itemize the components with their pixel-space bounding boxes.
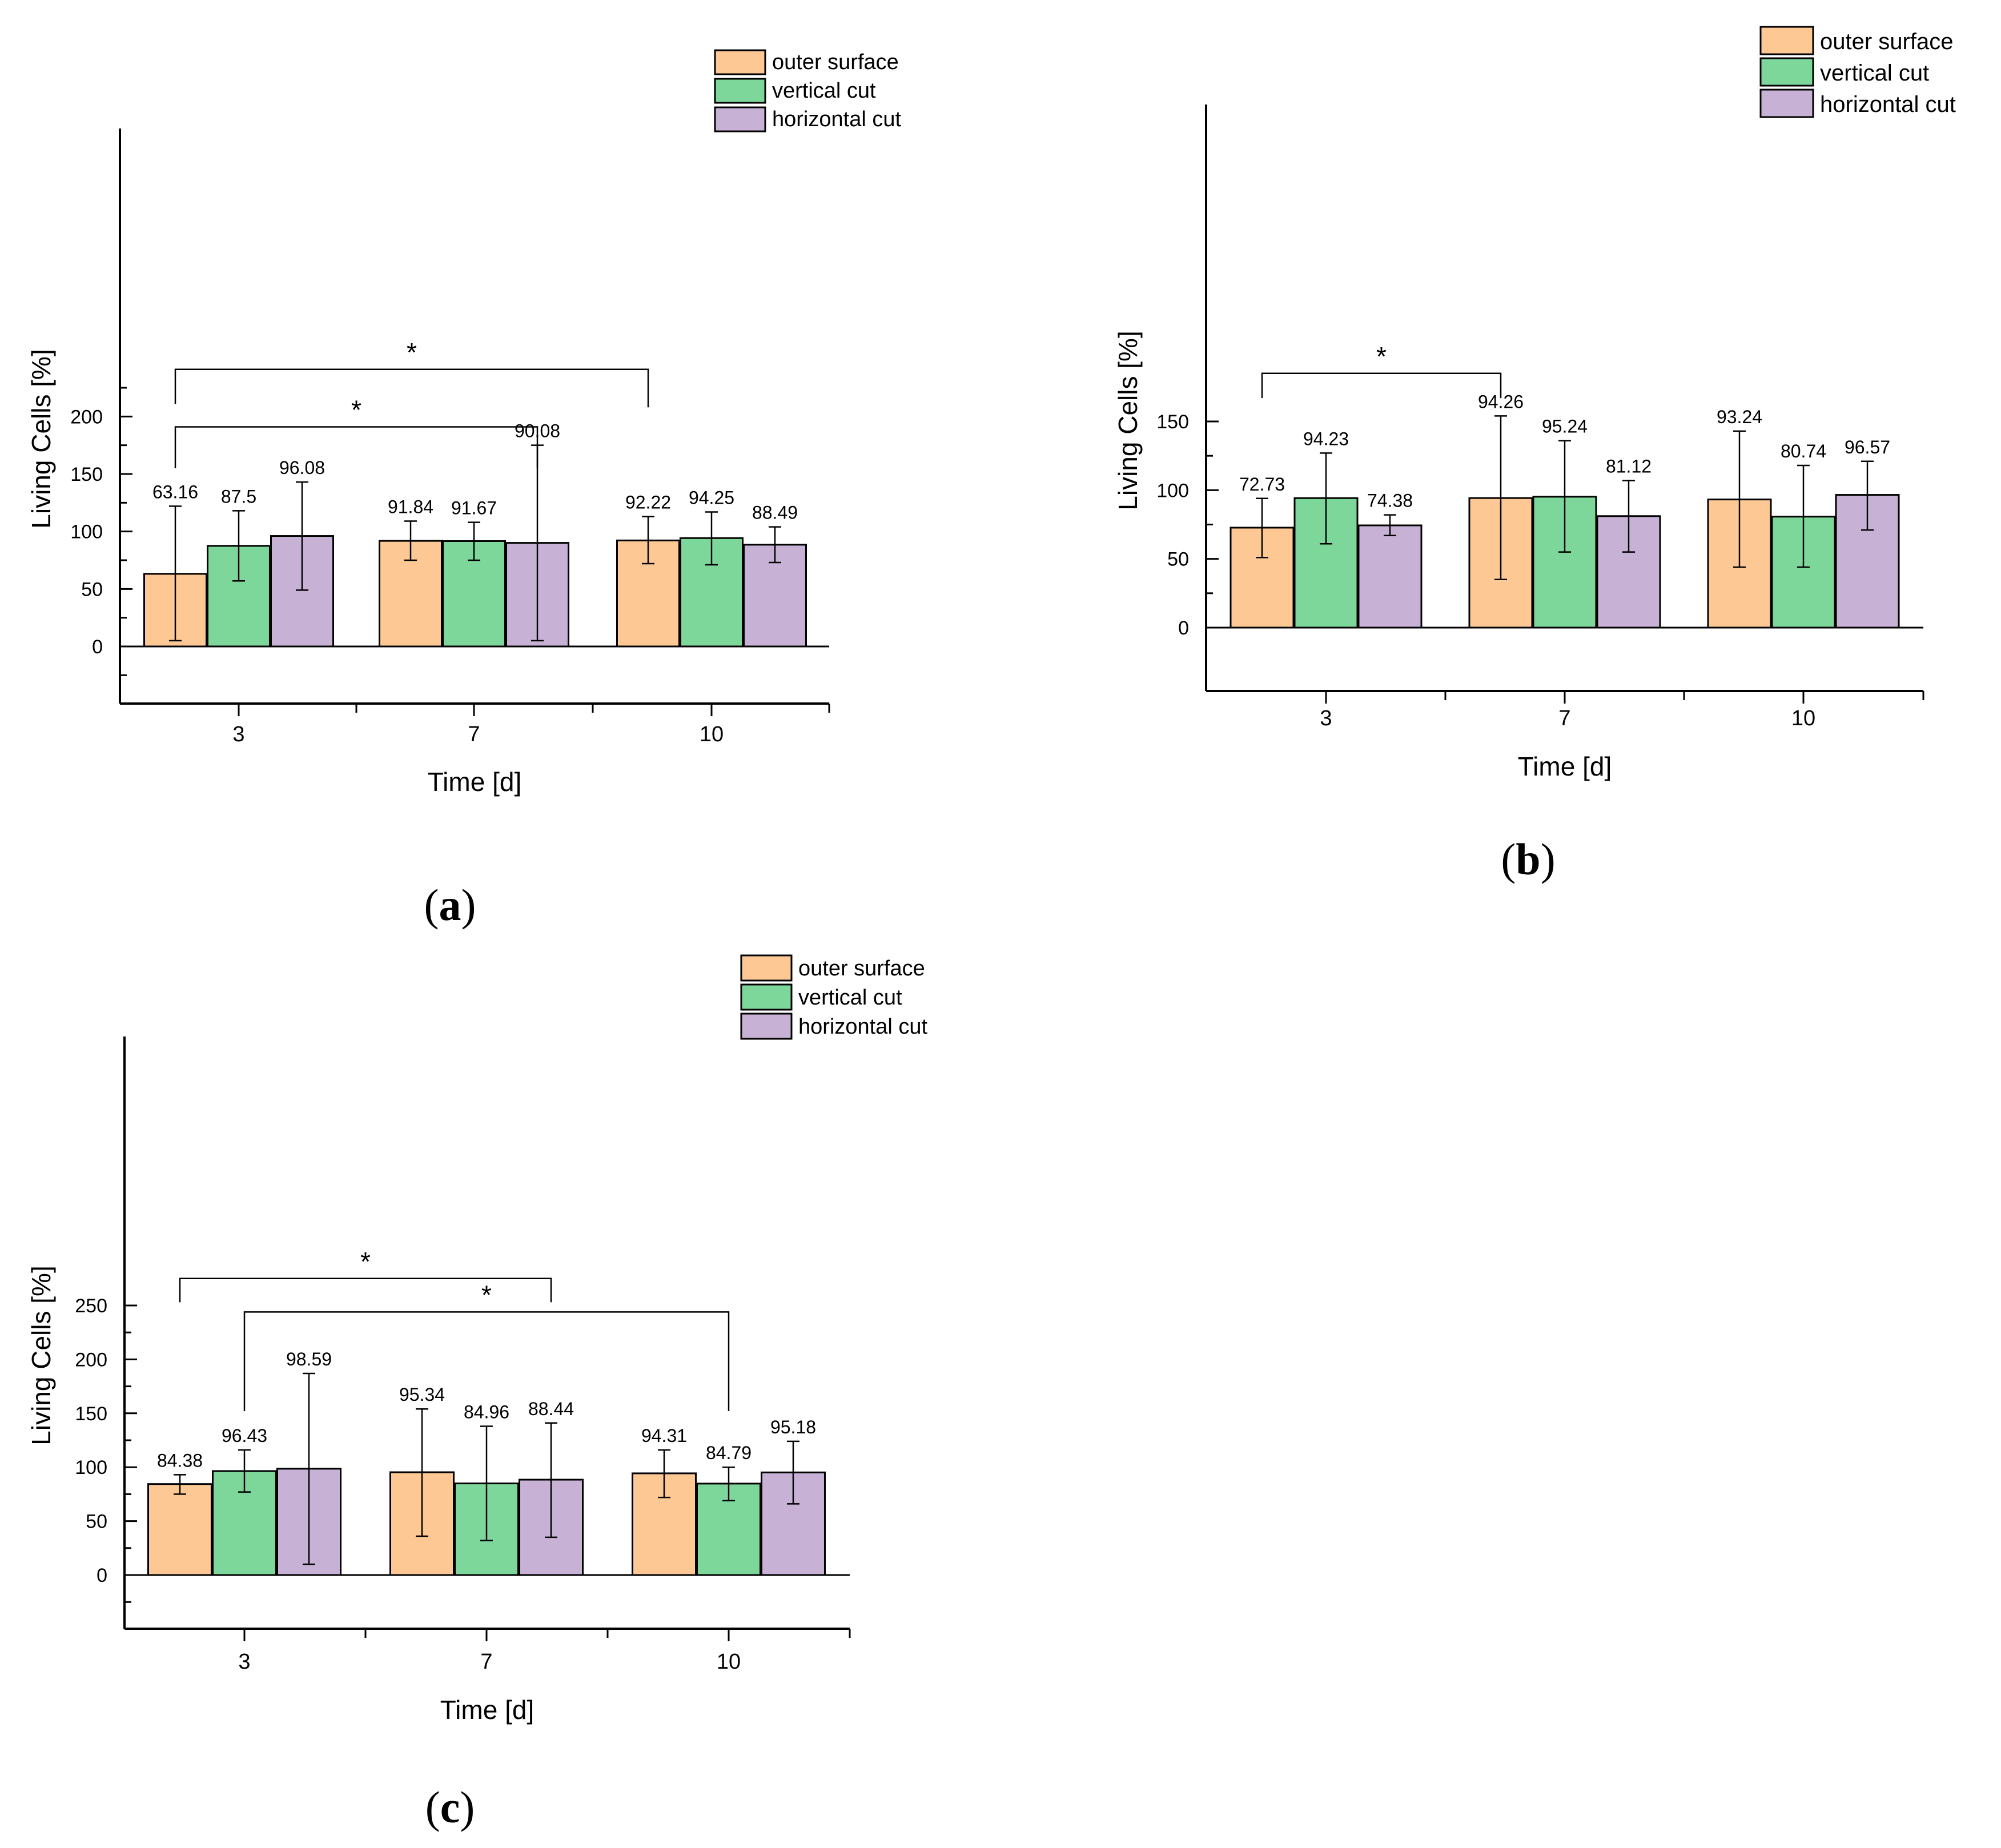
legend-label: horizontal cut bbox=[798, 1015, 927, 1039]
panel-label-c: (c) bbox=[425, 1782, 475, 1832]
legend-label: vertical cut bbox=[772, 79, 876, 103]
significance-marker: * bbox=[360, 1247, 371, 1276]
x-tick-label: 7 bbox=[1558, 706, 1570, 730]
x-tick-label: 3 bbox=[232, 722, 244, 746]
legend-label: outer surface bbox=[798, 957, 925, 981]
legend-label: horizontal cut bbox=[1820, 92, 1956, 117]
significance-bracket bbox=[179, 1277, 552, 1303]
bar-outer-surface bbox=[616, 539, 680, 648]
y-tick-label: 200 bbox=[70, 406, 103, 428]
y-tick-label: 50 bbox=[86, 1511, 107, 1533]
x-tick-label: 3 bbox=[1320, 706, 1332, 730]
y-tick-label: 50 bbox=[1167, 549, 1189, 571]
x-tick-label: 7 bbox=[480, 1650, 492, 1674]
significance-bracket bbox=[174, 368, 649, 408]
legend-swatch bbox=[714, 49, 766, 75]
legend-swatch bbox=[714, 106, 766, 132]
data-label: 98.59 bbox=[286, 1349, 332, 1369]
data-label: 91.67 bbox=[451, 498, 497, 519]
y-tick-label: 0 bbox=[1178, 617, 1189, 639]
x-tick-label: 10 bbox=[700, 722, 724, 746]
data-label: 94.25 bbox=[689, 487, 734, 508]
chart-panel-b: 0 50 100 150 3 7 10 Time [d] Living Cells [%] 72.… bbox=[1113, 26, 1956, 781]
data-label: 95.24 bbox=[1542, 416, 1588, 437]
legend-label: vertical cut bbox=[798, 986, 902, 1010]
data-label: 96.57 bbox=[1845, 437, 1890, 457]
panel-label-b: (b) bbox=[1501, 834, 1556, 884]
y-axis-title: Living Cells [%] bbox=[1113, 331, 1143, 510]
x-tick-label: 7 bbox=[468, 722, 480, 746]
x-axis-title: Time [d] bbox=[1518, 752, 1612, 781]
panel-label-a: (a) bbox=[424, 880, 476, 930]
y-tick-label: 50 bbox=[81, 578, 103, 600]
bar-outer-surface bbox=[147, 1483, 212, 1576]
significance-marker: * bbox=[351, 395, 361, 424]
legend-label: outer surface bbox=[1820, 29, 1953, 54]
data-label: 84.96 bbox=[464, 1401, 509, 1422]
x-axis-title: Time [d] bbox=[428, 767, 521, 797]
bar-horizontal-cut bbox=[1357, 524, 1423, 629]
data-label: 96.08 bbox=[279, 457, 325, 478]
data-label: 94.23 bbox=[1303, 428, 1349, 449]
x-tick-label: 10 bbox=[717, 1650, 741, 1674]
data-label: 84.38 bbox=[157, 1450, 203, 1471]
y-tick-label: 0 bbox=[92, 636, 103, 658]
y-tick-label: 150 bbox=[1156, 411, 1189, 433]
y-tick-label: 100 bbox=[1156, 480, 1189, 501]
y-tick-label: 100 bbox=[75, 1457, 107, 1479]
data-label: 74.38 bbox=[1367, 491, 1413, 511]
legend-label: outer surface bbox=[772, 50, 899, 74]
data-label: 63.16 bbox=[152, 481, 198, 502]
significance-bracket bbox=[174, 426, 539, 468]
legend-swatch bbox=[1759, 57, 1814, 87]
significance-bracket bbox=[243, 1311, 730, 1412]
data-label: 95.34 bbox=[399, 1384, 445, 1405]
data-label: 94.31 bbox=[641, 1425, 687, 1446]
legend-label: vertical cut bbox=[1820, 61, 1929, 86]
significance-bracket bbox=[1261, 372, 1502, 399]
chart-panel-c: 0 50 100 150 200 250 3 7 10 Time [d] Living Cells … bbox=[26, 954, 927, 1725]
data-label: 72.73 bbox=[1239, 474, 1285, 495]
y-tick-label: 100 bbox=[70, 521, 103, 543]
data-label: 91.84 bbox=[388, 497, 433, 517]
legend-swatch bbox=[740, 983, 793, 1011]
bar-vertical-cut bbox=[680, 537, 744, 648]
y-tick-label: 150 bbox=[70, 464, 103, 485]
data-label: 80.74 bbox=[1781, 441, 1826, 461]
legend-swatch bbox=[1759, 89, 1814, 118]
y-axis-title: Living Cells [%] bbox=[26, 1266, 56, 1445]
legend-swatch bbox=[1759, 26, 1814, 55]
legend-swatch bbox=[740, 1013, 793, 1040]
x-tick-label: 3 bbox=[238, 1650, 250, 1674]
x-tick-label: 10 bbox=[1791, 706, 1815, 730]
data-label: 95.18 bbox=[770, 1417, 816, 1437]
data-label: 87.5 bbox=[221, 486, 256, 507]
legend-swatch bbox=[714, 78, 766, 104]
data-label: 93.24 bbox=[1717, 407, 1762, 427]
legend-swatch bbox=[740, 954, 793, 982]
data-label: 88.44 bbox=[528, 1399, 574, 1419]
y-tick-label: 150 bbox=[75, 1403, 107, 1425]
data-label: 84.79 bbox=[706, 1443, 752, 1463]
data-label: 92.22 bbox=[625, 492, 671, 512]
y-tick-label: 200 bbox=[75, 1349, 107, 1371]
y-axis-title: Living Cells [%] bbox=[26, 349, 56, 528]
chart-panel-a: 0 50 100 150 200 3 7 10 Time [d] Living Cells [%]… bbox=[26, 49, 901, 797]
x-axis-title: Time [d] bbox=[440, 1695, 534, 1725]
data-label: 88.49 bbox=[752, 503, 798, 523]
y-tick-label: 0 bbox=[97, 1565, 107, 1586]
y-tick-label: 250 bbox=[75, 1295, 107, 1317]
data-label: 81.12 bbox=[1606, 456, 1652, 476]
data-label: 96.43 bbox=[222, 1425, 267, 1446]
significance-marker: * bbox=[481, 1280, 492, 1309]
significance-marker: * bbox=[1376, 342, 1387, 371]
significance-marker: * bbox=[407, 338, 417, 367]
legend-label: horizontal cut bbox=[772, 107, 901, 131]
